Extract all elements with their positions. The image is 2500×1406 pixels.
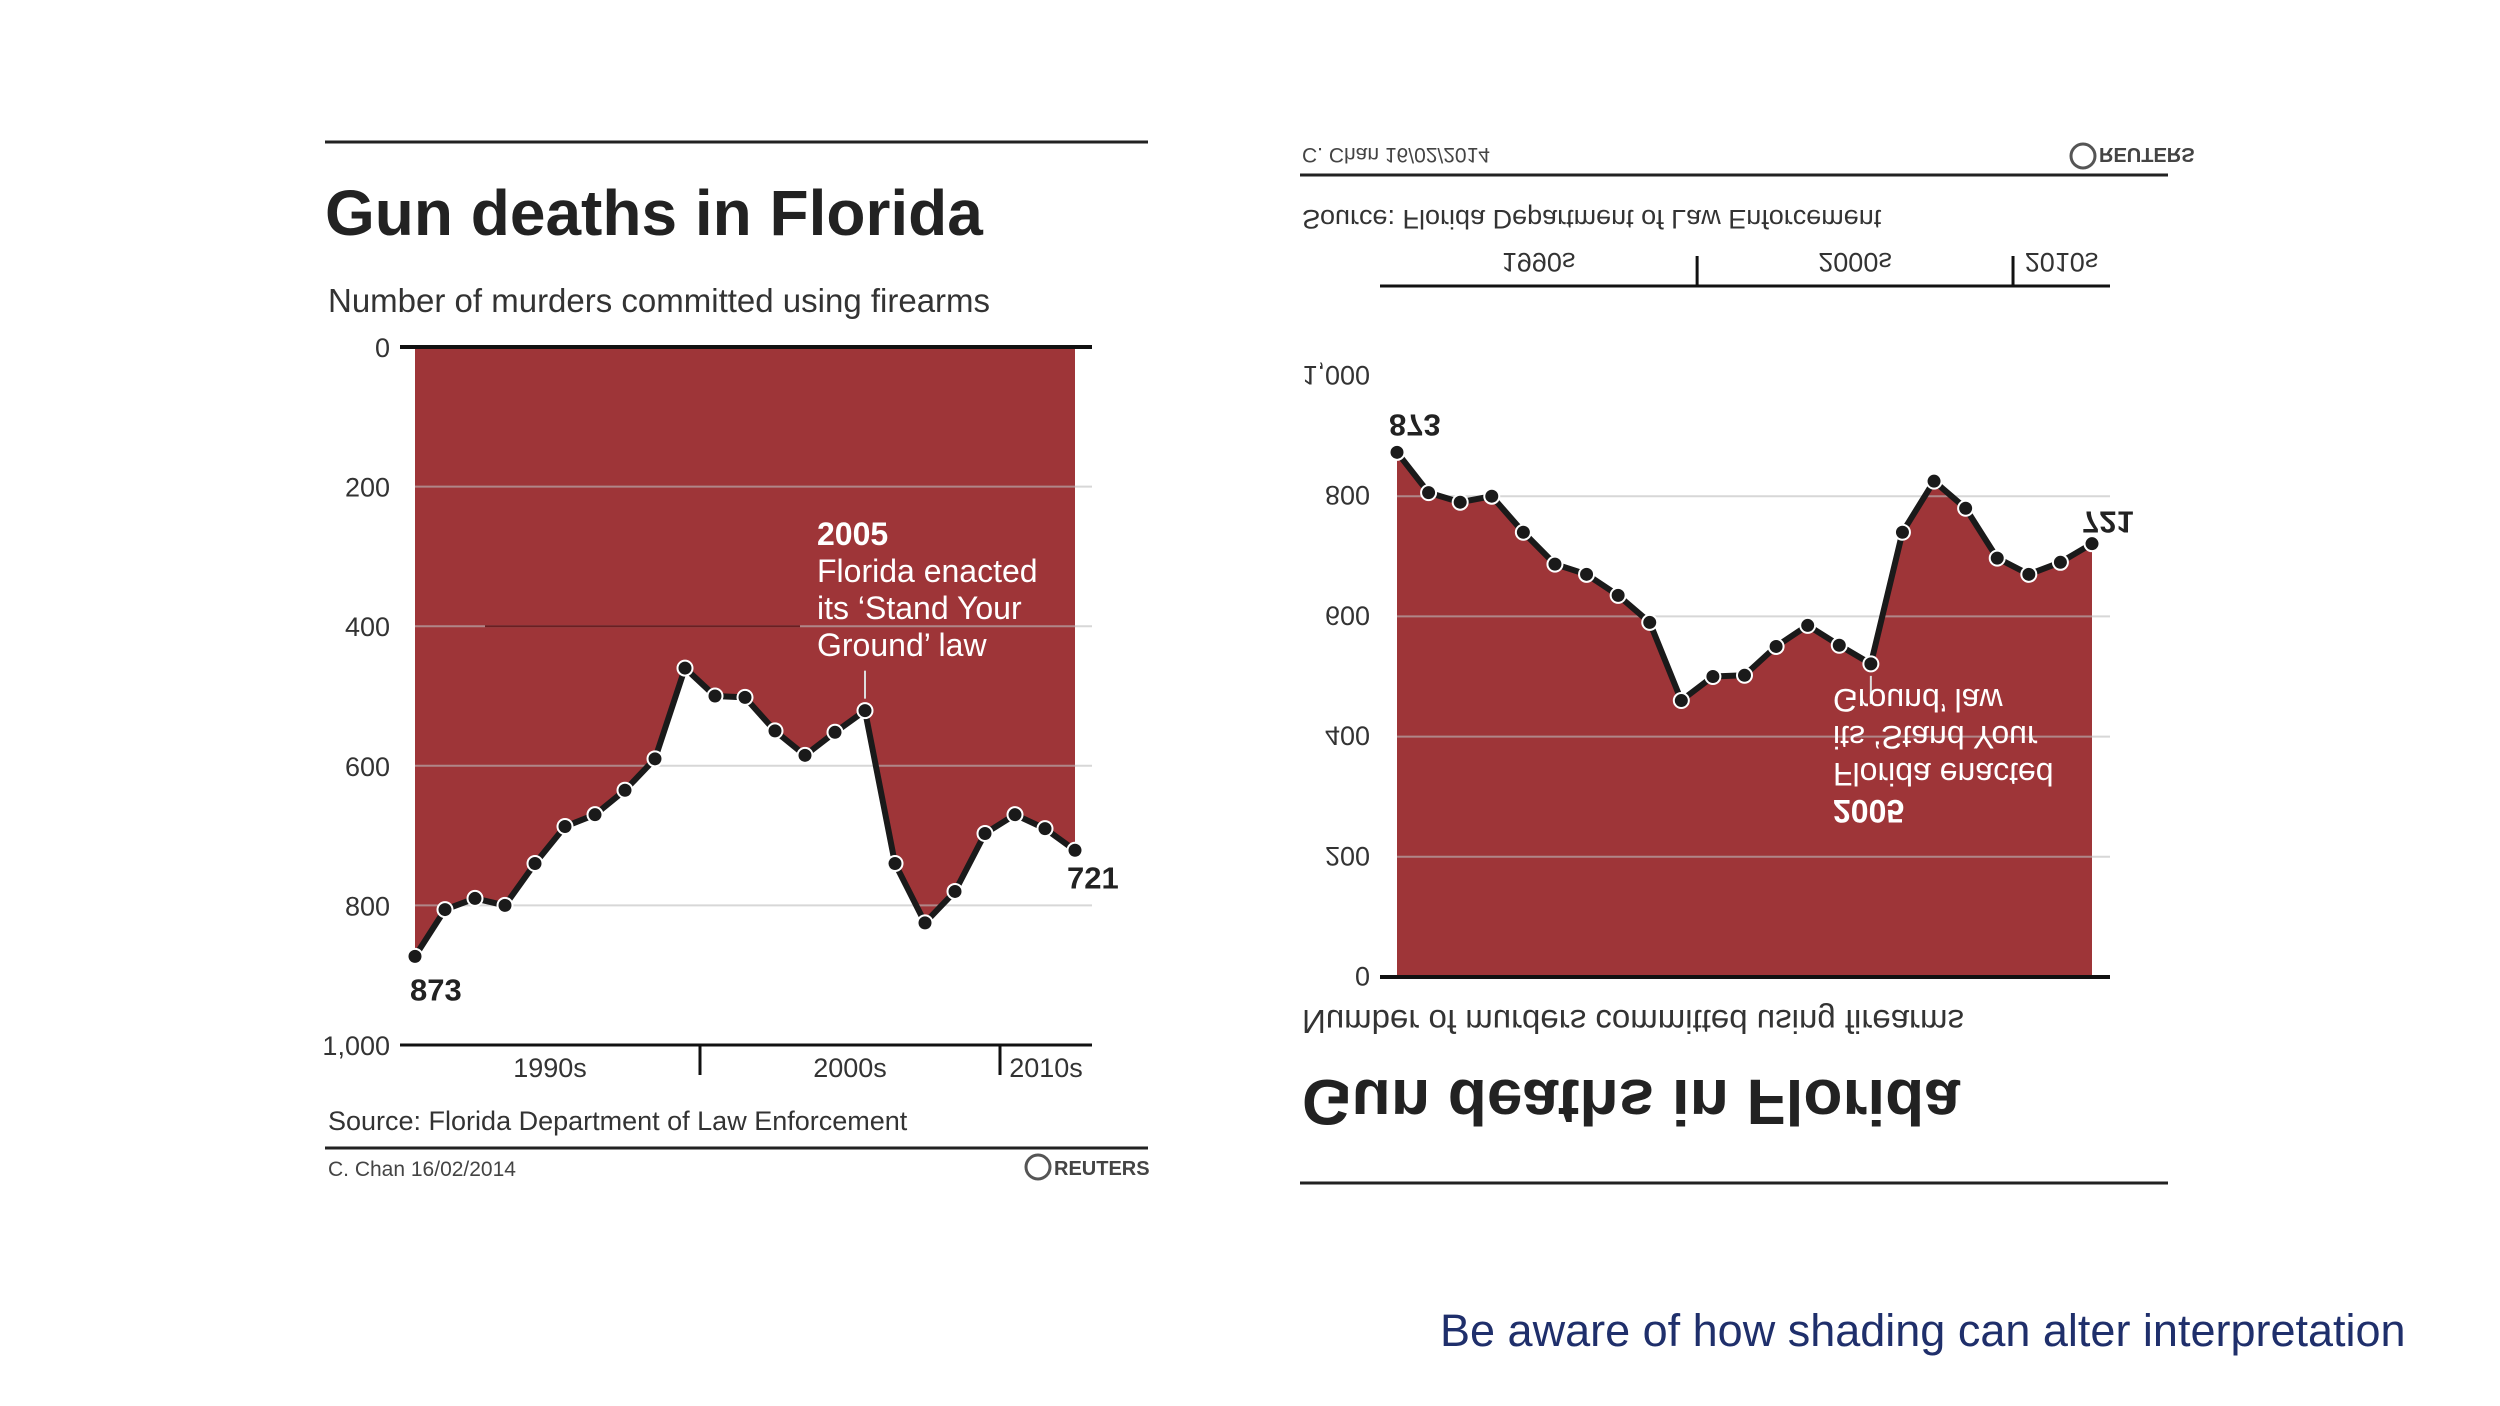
data-point	[1514, 523, 1532, 541]
data-point	[1925, 472, 1943, 490]
data-point	[1862, 655, 1880, 673]
data-point	[946, 882, 964, 900]
area-fill	[1397, 452, 2092, 977]
data-point	[1609, 586, 1627, 604]
data-point	[976, 825, 994, 843]
chart-subtitle: Number of murders committed using firear…	[328, 282, 990, 319]
data-point	[886, 855, 904, 873]
data-point	[586, 806, 604, 824]
data-point	[436, 901, 454, 919]
x-decade-label: 2010s	[1009, 1053, 1083, 1083]
data-point	[706, 687, 724, 705]
annotation-text: Ground’ law	[1833, 682, 2003, 718]
data-point	[616, 781, 634, 799]
source-note: Source: Florida Department of Law Enforc…	[1302, 204, 1882, 234]
logo-text: REUTERS	[2099, 143, 2195, 165]
data-point	[406, 947, 424, 965]
chart-title: Gun deaths in Florida	[325, 177, 983, 249]
annotation-year: 2005	[1833, 793, 1904, 829]
annotation-text: its ‘Stand Your	[817, 590, 1022, 626]
y-tick-label: 800	[345, 891, 390, 921]
annotation-text: Florida enacted	[817, 553, 1038, 589]
data-point	[1451, 493, 1469, 511]
data-point	[2020, 565, 2038, 583]
data-point	[916, 914, 934, 932]
y-tick-label: 200	[345, 473, 390, 503]
reuters-logo-icon	[2069, 142, 2097, 170]
point-value-label: 873	[1389, 407, 1441, 442]
data-point	[1388, 443, 1406, 461]
data-point	[2051, 553, 2069, 571]
data-point	[1704, 668, 1722, 685]
logo-text: REUTERS	[1054, 1158, 1150, 1180]
slide-caption: Be aware of how shading can alter interp…	[1440, 1305, 2406, 1356]
data-point	[1483, 487, 1501, 505]
credit-line: C. Chan 16/02/2014	[328, 1158, 516, 1181]
point-value-label: 721	[1067, 860, 1119, 895]
y-tick-label: 600	[345, 752, 390, 782]
chart-title: Gun deaths in Florida	[1302, 1066, 1960, 1138]
annotation-text: Florida enacted	[1833, 756, 2054, 792]
data-point	[1036, 820, 1054, 838]
x-decade-label: 1990s	[1502, 247, 1576, 277]
y-tick-label: 800	[1325, 480, 1370, 510]
y-tick-label: 600	[1325, 600, 1370, 630]
data-point	[2083, 535, 2101, 553]
data-point	[1546, 555, 1564, 573]
y-tick-label: 0	[375, 333, 390, 363]
reuters-logo-icon	[1024, 1153, 1052, 1181]
annotation-year: 2005	[817, 516, 888, 552]
data-point	[1066, 841, 1084, 859]
data-point	[526, 855, 544, 873]
chart-subtitle: Number of murders committed using firear…	[1302, 1003, 1964, 1040]
y-tick-label: 200	[1325, 841, 1370, 871]
data-point	[736, 688, 754, 706]
data-point	[766, 722, 784, 740]
x-decade-label: 2000s	[813, 1053, 887, 1083]
y-tick-label: 1,000	[1302, 360, 1370, 390]
data-point	[1988, 549, 2006, 567]
annotation-text: its ‘Stand Your	[1833, 719, 2038, 755]
data-point	[1672, 692, 1690, 710]
data-point	[1830, 636, 1848, 654]
data-point	[646, 750, 664, 768]
y-tick-label: 400	[345, 612, 390, 642]
left-chart: Gun deaths in Florida Number of murders c…	[322, 140, 1150, 1181]
y-tick-label: 1,000	[322, 1031, 390, 1061]
data-point	[496, 896, 514, 914]
source-note: Source: Florida Department of Law Enforc…	[328, 1106, 908, 1136]
data-point	[1006, 806, 1024, 824]
data-point	[1767, 637, 1785, 655]
area-fill	[415, 347, 1075, 957]
point-value-label: 721	[2082, 505, 2134, 540]
data-point	[856, 702, 874, 720]
y-tick-label: 400	[1325, 721, 1370, 751]
data-point	[1420, 484, 1438, 502]
data-point	[556, 818, 574, 836]
credit-line: C. Chan 16/02/2014	[1302, 143, 1490, 166]
right-chart-flipped: Gun deaths in Florida Number of murders c…	[1300, 142, 2195, 1185]
data-point	[796, 746, 814, 764]
data-point	[1641, 613, 1659, 631]
data-point	[1578, 565, 1596, 583]
data-point	[466, 889, 484, 907]
data-point	[1799, 616, 1817, 634]
x-decade-label: 2010s	[2025, 247, 2099, 277]
data-point	[676, 659, 694, 677]
annotation-text: Ground’ law	[817, 627, 987, 663]
x-decade-label: 1990s	[513, 1053, 587, 1083]
data-point	[1736, 666, 1753, 684]
x-decade-label: 2000s	[1818, 247, 1892, 277]
point-value-label: 873	[410, 972, 462, 1007]
data-point	[1957, 499, 1975, 517]
data-point	[1893, 523, 1911, 541]
data-point	[826, 723, 844, 741]
y-tick-label: 0	[1355, 961, 1370, 991]
